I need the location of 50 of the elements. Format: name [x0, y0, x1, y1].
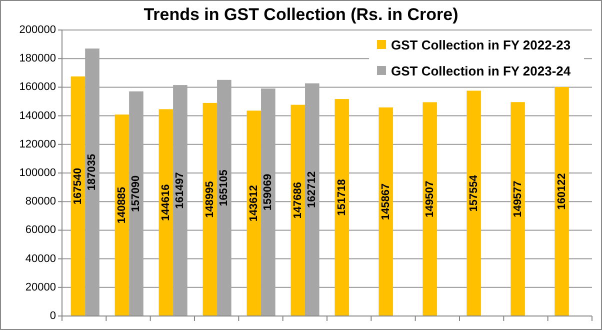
data-label: 151718: [336, 179, 348, 216]
bar: [466, 90, 481, 316]
data-label: 162712: [306, 171, 318, 208]
y-tick-label: 200000: [19, 24, 56, 36]
bar: [173, 85, 188, 316]
data-label: 167540: [72, 168, 84, 205]
bar: [422, 102, 437, 316]
y-tick-label: 60000: [25, 224, 56, 236]
data-label: 147686: [292, 182, 304, 219]
data-label: 140885: [116, 186, 128, 224]
bar: [70, 76, 86, 316]
bar: [334, 99, 349, 316]
chart-title: Trends in GST Collection (Rs. in Crore): [144, 5, 458, 24]
data-label: 187035: [86, 154, 98, 191]
bar: [290, 104, 306, 316]
bar: [305, 83, 320, 316]
bar: [510, 102, 525, 316]
y-tick-label: 100000: [19, 167, 56, 179]
bar: [246, 110, 262, 316]
bar: [114, 114, 130, 316]
y-tick-label: 140000: [19, 110, 56, 122]
data-label: 144616: [160, 184, 172, 221]
y-tick-label: 180000: [19, 52, 56, 65]
bar: [85, 48, 100, 316]
data-label: 161497: [174, 172, 186, 209]
data-label: 149507: [424, 180, 436, 218]
y-tick-label: 80000: [25, 196, 56, 208]
bar: [378, 107, 393, 316]
y-tick-label: 160000: [19, 81, 56, 94]
legend-label: GST Collection in FY 2023-24: [391, 64, 572, 78]
data-label: 148995: [204, 181, 216, 218]
bar: [261, 88, 276, 316]
legend-label: GST Collection in FY 2022-23: [391, 38, 571, 52]
data-label: 157090: [130, 175, 142, 212]
y-tick-label: 120000: [19, 138, 56, 150]
bar: [202, 102, 218, 316]
data-label: 143612: [248, 184, 260, 222]
bar: [129, 91, 144, 316]
bar: [217, 80, 232, 316]
y-tick-label: 40000: [25, 252, 56, 265]
y-tick-label: 0: [50, 310, 56, 322]
data-label: 157554: [468, 174, 480, 212]
data-label: 160122: [556, 173, 568, 210]
bar: [554, 87, 569, 316]
data-label: 145867: [380, 183, 392, 220]
y-tick-label: 20000: [25, 281, 56, 294]
bar: [158, 109, 174, 316]
data-label: 159069: [262, 174, 274, 211]
data-label: 165105: [218, 170, 230, 206]
data-label: 149577: [512, 180, 524, 218]
